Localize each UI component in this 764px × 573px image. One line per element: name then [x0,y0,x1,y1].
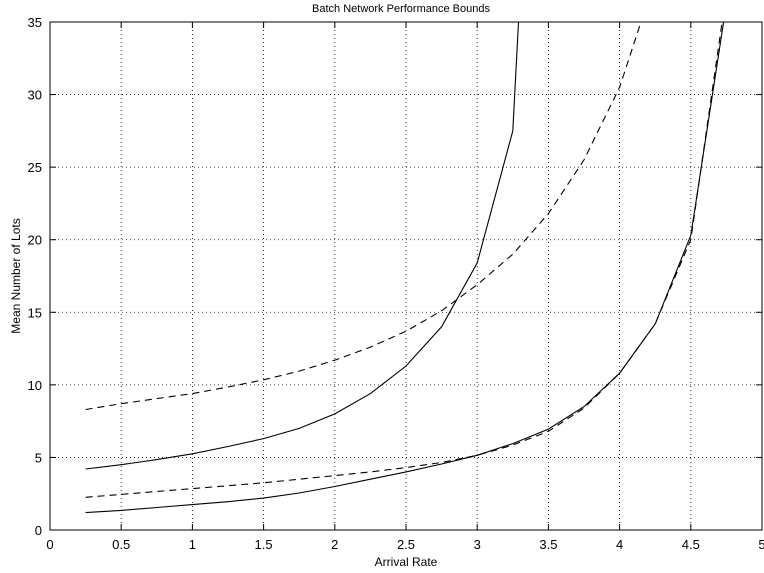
y-tick-label: 35 [28,15,42,30]
series-line-4-dashed [85,21,723,498]
y-tick-label: 5 [35,450,42,465]
y-tick-label: 20 [28,233,42,248]
x-tick-label: 2.5 [397,537,415,552]
ticks [49,21,763,531]
series-line-3-solid [85,21,725,514]
y-tick-label: 30 [28,88,42,103]
x-tick-label: 0.5 [112,537,130,552]
x-tick-label: 4.5 [682,537,700,552]
series-layer [85,21,725,514]
y-tick-label: 10 [28,378,42,393]
y-tick-label: 0 [35,523,42,538]
y-tick-label: 15 [28,305,42,320]
series-line-1-solid [85,21,520,470]
x-tick-label: 3.5 [539,537,557,552]
grid [50,22,762,530]
x-tick-label: 5 [758,537,764,552]
x-axis-label: Arrival Rate [375,555,438,569]
y-axis-label: Mean Number of Lots [9,218,23,333]
tick-labels: 0 0.5 1 1.5 2 2.5 3 3.5 4 4.5 5 0 5 10 15 20 25 30 35 [28,15,764,552]
y-tick-label: 25 [28,160,42,175]
x-tick-label: 2 [331,537,338,552]
x-tick-label: 0 [46,537,53,552]
series-line-2-dashed [85,21,642,411]
x-tick-label: 3 [474,537,481,552]
chart-title: Batch Network Performance Bounds [312,3,490,15]
x-tick-label: 1 [189,537,196,552]
x-tick-label: 4 [616,537,623,552]
x-tick-label: 1.5 [255,537,273,552]
